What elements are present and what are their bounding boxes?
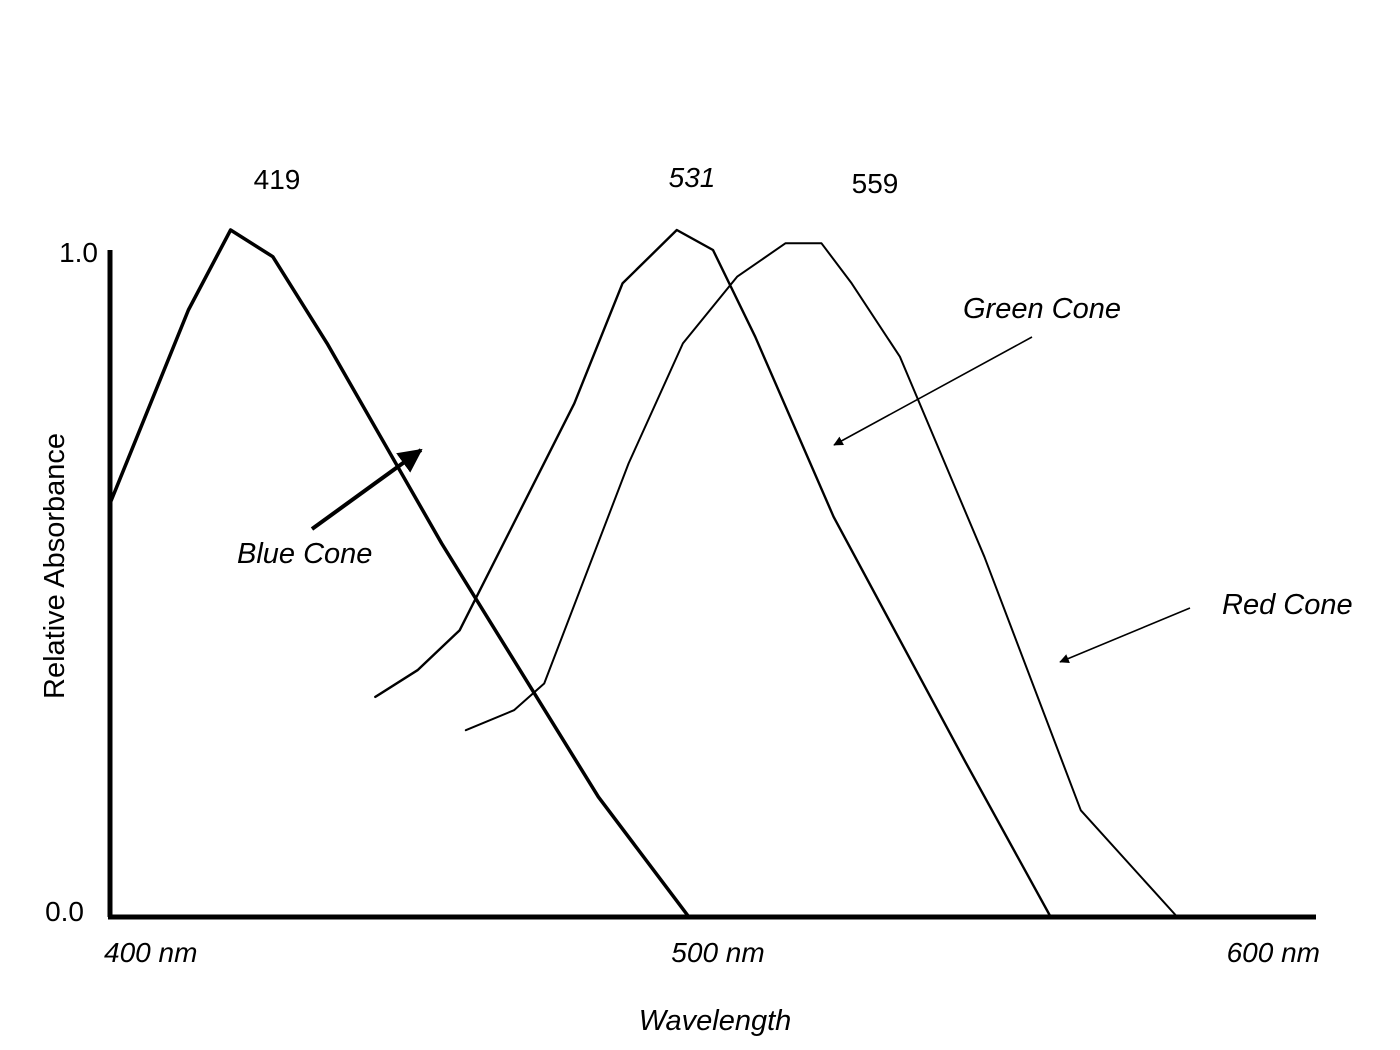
red-cone-pointer-arrow <box>1059 607 1191 664</box>
series-label-blue-cone: Blue Cone <box>237 538 372 570</box>
x-axis-title: Wavelength <box>639 1005 792 1037</box>
axes <box>107 250 1316 920</box>
series-label-red-cone: Red Cone <box>1222 589 1353 621</box>
y-tick-label-top: 1.0 <box>59 237 98 268</box>
x-tick-label-middle: 500 nm <box>671 937 764 968</box>
series-label-green-cone: Green Cone <box>963 293 1121 325</box>
series-line-red-cone <box>464 242 1179 918</box>
series-curves <box>108 228 1179 919</box>
x-tick-label-left: 400 nm <box>104 937 197 968</box>
x-tick-label-right: 600 nm <box>1227 937 1320 968</box>
green-cone-pointer-arrow <box>833 336 1033 446</box>
y-axis-title: Relative Absorbance <box>39 433 71 699</box>
y-tick-label-bottom: 0.0 <box>45 896 84 927</box>
peak-label-blue: 419 <box>254 164 301 195</box>
peak-label-red: 559 <box>852 168 899 199</box>
chart-labels: 1.0 0.0 400 nm 500 nm 600 nm Wavelength … <box>39 162 1353 1037</box>
blue-cone-pointer-arrow <box>310 448 423 531</box>
series-line-blue-cone <box>108 228 691 919</box>
label-pointers <box>310 336 1191 664</box>
peak-label-green: 531 <box>669 162 716 193</box>
series-line-green-cone <box>374 228 1052 919</box>
